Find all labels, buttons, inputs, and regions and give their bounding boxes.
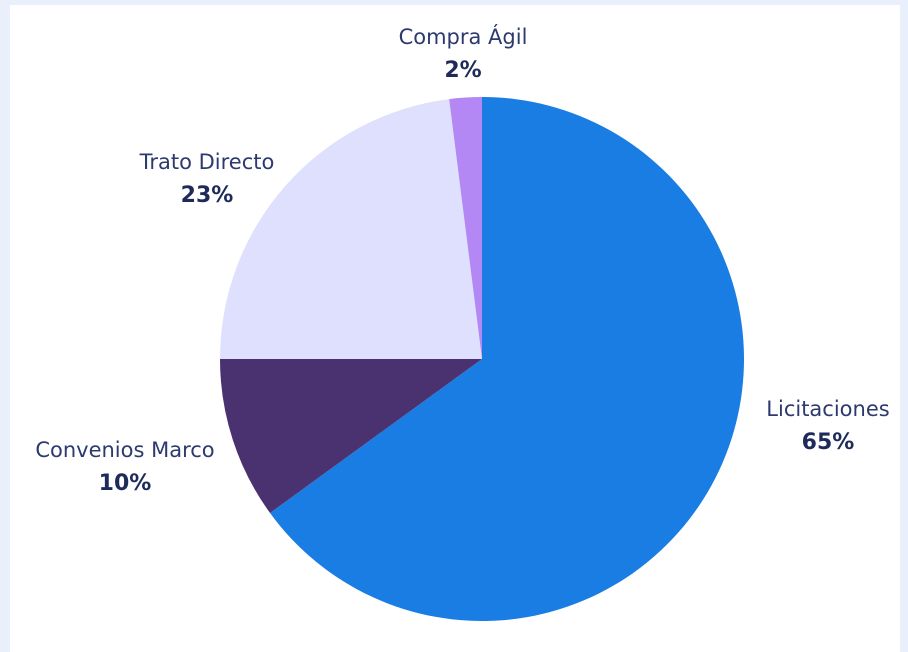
slice-label: Convenios Marco — [35, 438, 214, 462]
slice-label: Licitaciones — [766, 397, 889, 421]
slice-value-label: 23% — [181, 183, 234, 208]
slice-value-label: 2% — [444, 58, 481, 83]
slice-label: Trato Directo — [139, 150, 275, 174]
slice-value-label: 10% — [99, 471, 152, 496]
slice-label: Compra Ágil — [399, 24, 528, 49]
slice-value-label: 65% — [802, 430, 855, 455]
pie-slice — [220, 99, 482, 359]
pie-slice — [220, 359, 482, 513]
pie-slice — [270, 97, 745, 621]
pie-slice — [449, 97, 482, 359]
